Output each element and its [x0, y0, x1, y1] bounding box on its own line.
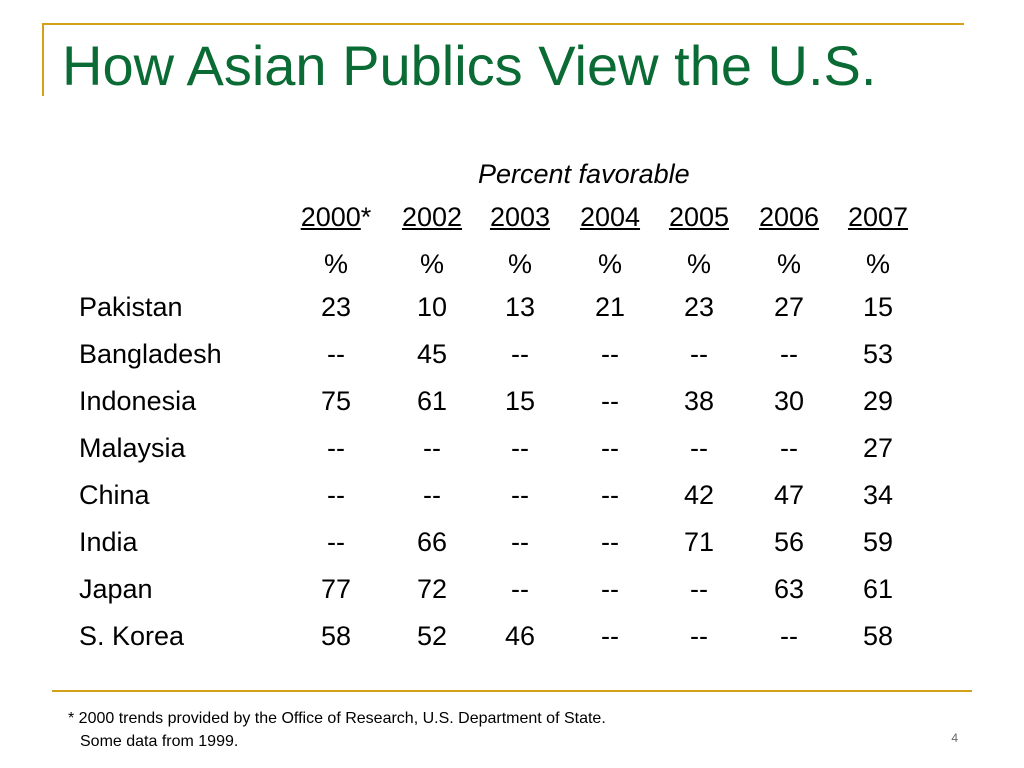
footnote-divider [52, 690, 972, 692]
country-label: S. Korea [79, 621, 185, 651]
year-header-2007: 2007 [847, 202, 909, 232]
table-cell: 58 [862, 621, 894, 651]
unit-cell: % [686, 249, 711, 279]
year-header-2003: 2003 [489, 202, 551, 232]
table-cell: -- [511, 339, 529, 369]
table-cell: -- [690, 621, 708, 651]
table-cell: 71 [683, 527, 715, 557]
table-row: China -- -- -- -- 42 47 34 [70, 480, 940, 527]
table-cell: 10 [416, 292, 448, 322]
table-cell: 45 [416, 339, 448, 369]
table-cell: 15 [504, 386, 536, 416]
table-cell: 53 [862, 339, 894, 369]
table-cell: 77 [320, 574, 352, 604]
table-cell: -- [601, 527, 619, 557]
year-header-2000: 2000* [300, 202, 372, 232]
unit-row: % % % % % % % [70, 249, 940, 283]
unit-cell: % [323, 249, 348, 279]
table-row: Pakistan 23 10 13 21 23 27 15 [70, 292, 940, 339]
table-cell: -- [780, 621, 798, 651]
table-cell: -- [690, 339, 708, 369]
footnote-line-2: Some data from 1999. [80, 733, 239, 751]
table-cell: 21 [594, 292, 626, 322]
table-cell: -- [601, 433, 619, 463]
unit-cell: % [597, 249, 622, 279]
year-header-2005: 2005 [668, 202, 730, 232]
country-label: India [79, 527, 138, 557]
unit-cell: % [776, 249, 801, 279]
table-cell: -- [511, 480, 529, 510]
footnote-line-1: * 2000 trends provided by the Office of … [68, 710, 606, 727]
country-label: Bangladesh [79, 339, 222, 369]
year-header-row: 2000* 2002 2003 2004 2005 2006 2007 [70, 202, 940, 236]
table-cell: 72 [416, 574, 448, 604]
table-cell: -- [511, 433, 529, 463]
table-cell: 52 [416, 621, 448, 651]
table-cell: 13 [504, 292, 536, 322]
table-cell: -- [423, 433, 441, 463]
table-cell: -- [601, 621, 619, 651]
table-cell: -- [511, 574, 529, 604]
country-label: China [79, 480, 150, 510]
table-cell: -- [601, 339, 619, 369]
table-cell: 47 [773, 480, 805, 510]
table-row: Japan 77 72 -- -- -- 63 61 [70, 574, 940, 621]
table-cell: 27 [773, 292, 805, 322]
page-number: 4 [951, 731, 958, 745]
table-row: India -- 66 -- -- 71 56 59 [70, 527, 940, 574]
unit-cell: % [507, 249, 532, 279]
country-label: Malaysia [79, 433, 186, 463]
table-cell: -- [780, 339, 798, 369]
table-body: Pakistan 23 10 13 21 23 27 15 Bangladesh… [70, 292, 940, 668]
table-cell: 29 [862, 386, 894, 416]
table-cell: -- [780, 433, 798, 463]
year-header-2004: 2004 [579, 202, 641, 232]
table-cell: -- [601, 386, 619, 416]
table-cell: 46 [504, 621, 536, 651]
table-cell: -- [690, 574, 708, 604]
year-header-2002: 2002 [401, 202, 463, 232]
table-cell: 23 [683, 292, 715, 322]
table-row: Indonesia 75 61 15 -- 38 30 29 [70, 386, 940, 433]
year-header-2006: 2006 [758, 202, 820, 232]
table-cell: 75 [320, 386, 352, 416]
table-cell: -- [423, 480, 441, 510]
table-cell: 58 [320, 621, 352, 651]
table-cell: 66 [416, 527, 448, 557]
table-cell: -- [511, 527, 529, 557]
table-cell: -- [327, 480, 345, 510]
top-frame-rule [42, 23, 964, 25]
table-cell: -- [327, 433, 345, 463]
table-row: Malaysia -- -- -- -- -- -- 27 [70, 433, 940, 480]
table-cell: 61 [416, 386, 448, 416]
table-subhead: Percent favorable [478, 159, 690, 189]
table-row: S. Korea 58 52 46 -- -- -- 58 [70, 621, 940, 668]
unit-cell: % [419, 249, 444, 279]
table-cell: 23 [320, 292, 352, 322]
table-cell: -- [601, 574, 619, 604]
table-cell: -- [327, 527, 345, 557]
table-cell: 61 [862, 574, 894, 604]
table-cell: 15 [862, 292, 894, 322]
table-cell: 30 [773, 386, 805, 416]
table-cell: 42 [683, 480, 715, 510]
country-label: Japan [79, 574, 153, 604]
table-cell: 38 [683, 386, 715, 416]
country-label: Indonesia [79, 386, 197, 416]
table-cell: 34 [862, 480, 894, 510]
table-cell: -- [601, 480, 619, 510]
table-cell: 59 [862, 527, 894, 557]
table-cell: -- [327, 339, 345, 369]
country-label: Pakistan [79, 292, 183, 322]
table-cell: 63 [773, 574, 805, 604]
table-cell: 56 [773, 527, 805, 557]
footnote: * 2000 trends provided by the Office of … [68, 707, 606, 753]
table-cell: 27 [862, 433, 894, 463]
table-row: Bangladesh -- 45 -- -- -- -- 53 [70, 339, 940, 386]
unit-cell: % [865, 249, 890, 279]
slide-title: How Asian Publics View the U.S. [62, 34, 877, 97]
table-cell: -- [690, 433, 708, 463]
left-frame-rule [42, 23, 44, 96]
